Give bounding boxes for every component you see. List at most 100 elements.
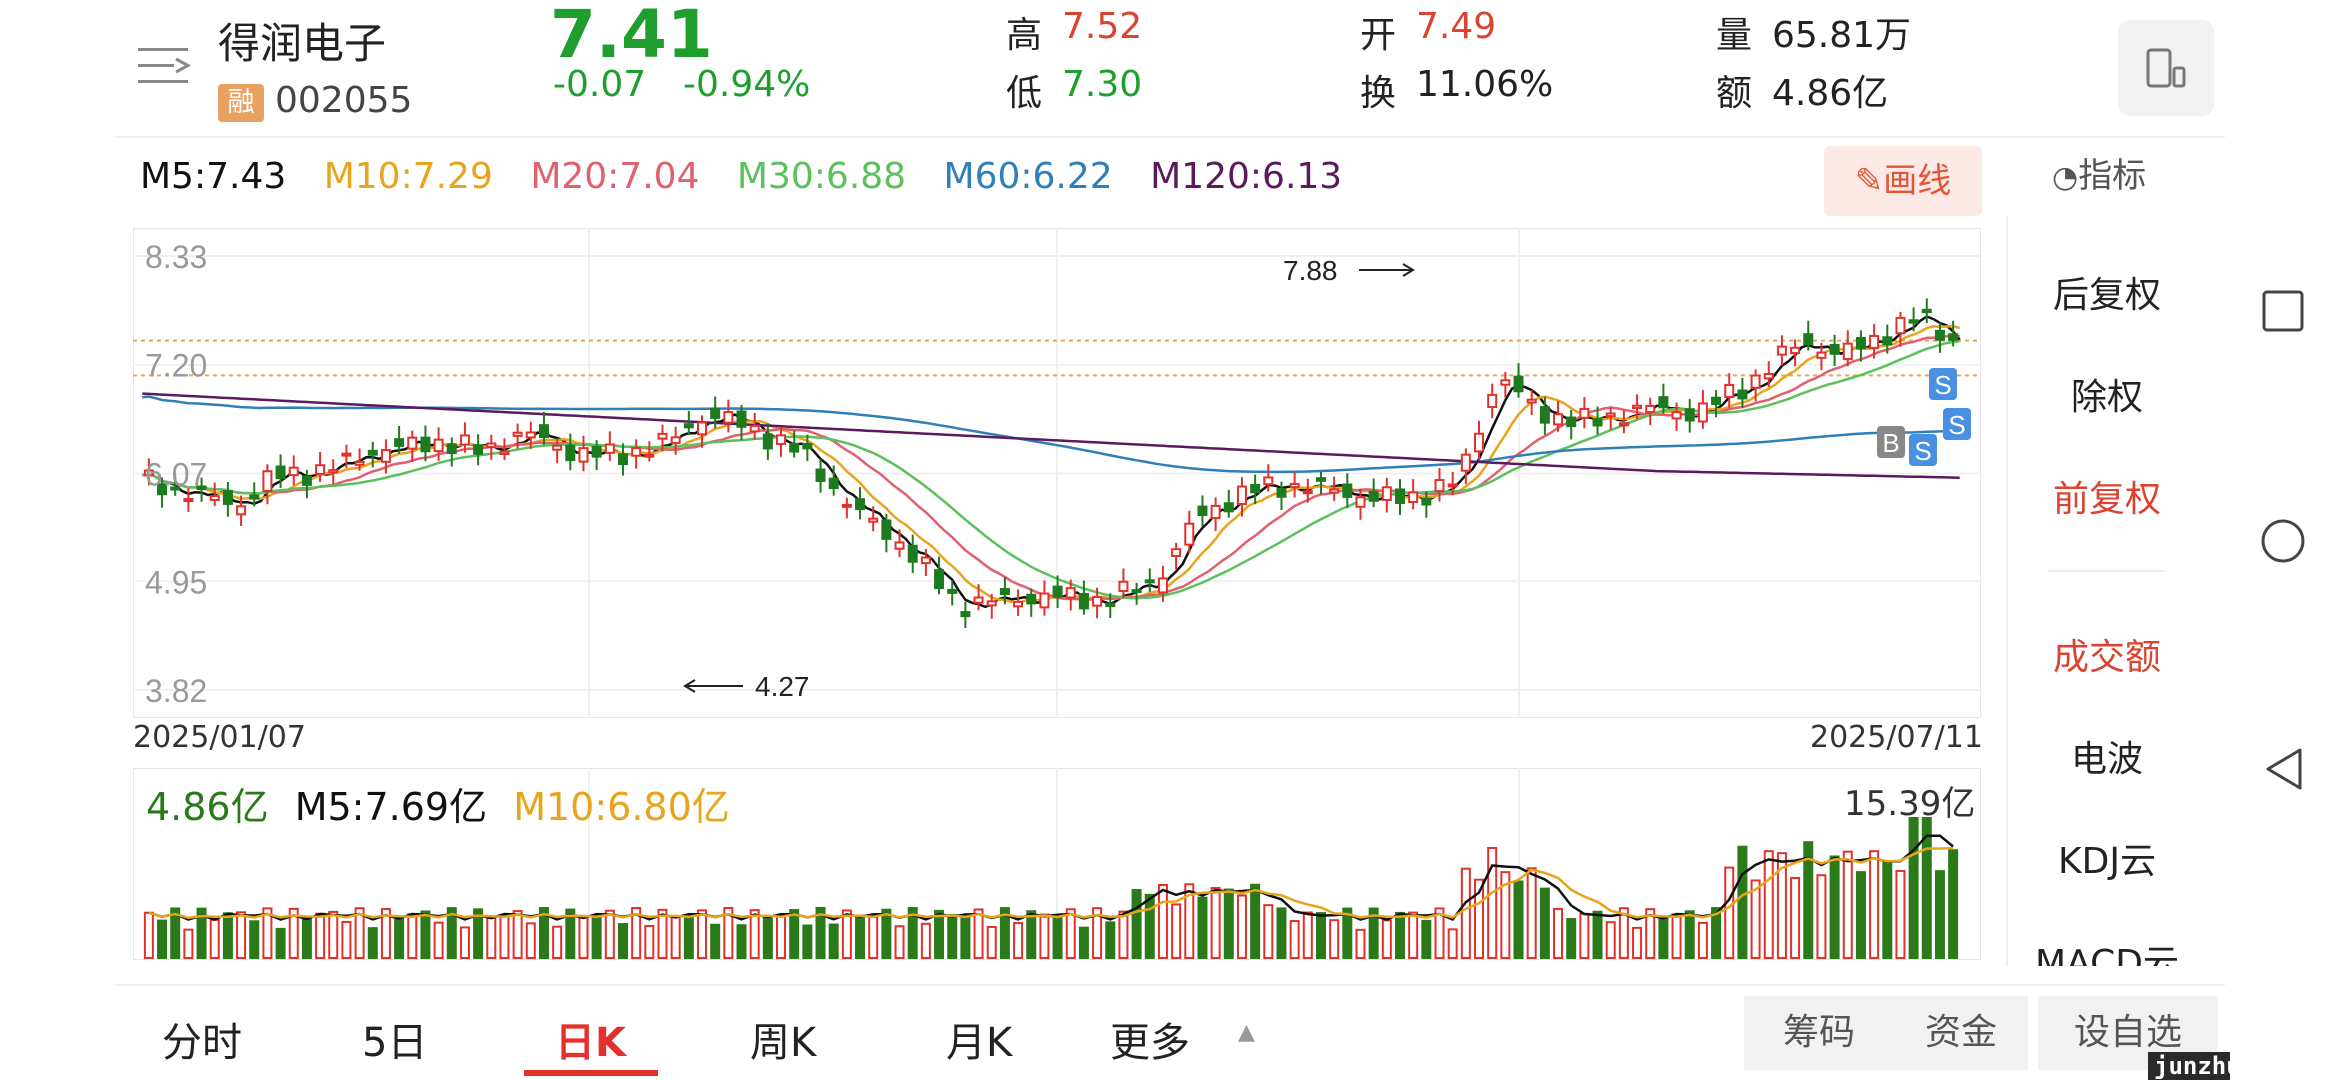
- volume-bar: [1105, 921, 1116, 959]
- candle-body: [1487, 393, 1498, 409]
- volume-bar: [1895, 869, 1906, 959]
- rp-item-macd-cloud[interactable]: MACD云: [2035, 943, 2179, 966]
- candle-body: [1144, 579, 1155, 584]
- volume-ma-lines: [148, 834, 1954, 922]
- volume-bar: [1908, 817, 1919, 959]
- recents-square-icon[interactable]: [2262, 290, 2304, 332]
- volume-bar: [1078, 926, 1089, 959]
- caret-up-icon[interactable]: ▲: [1238, 1020, 1255, 1045]
- volume-bar: [1092, 907, 1103, 959]
- volume-bar: [1869, 850, 1880, 959]
- trade-marker-label: S: [1934, 370, 1951, 400]
- funds-button[interactable]: 资金: [1894, 996, 2028, 1070]
- trade-marker: [1909, 434, 1937, 466]
- candle-body: [407, 436, 418, 450]
- candle-body: [1131, 589, 1142, 594]
- candle-body: [315, 464, 326, 475]
- menu-icon[interactable]: [138, 44, 192, 90]
- amount-label: 额: [1716, 73, 1753, 114]
- candle-body: [617, 453, 628, 466]
- volume-bar: [1276, 907, 1287, 959]
- home-circle-icon[interactable]: [2260, 518, 2306, 564]
- volume-bar: [1013, 922, 1024, 959]
- tab-active-indicator: [524, 1070, 658, 1076]
- candle-body: [1803, 333, 1814, 346]
- candle-body: [578, 447, 589, 463]
- candle-body: [1869, 334, 1880, 349]
- stock-name: 得润电子: [218, 19, 387, 68]
- volume-bar: [565, 908, 576, 960]
- chips-button[interactable]: 筹码: [1744, 996, 1894, 1070]
- volume-bar: [1289, 920, 1300, 960]
- volume-bar: [1671, 913, 1682, 960]
- volume-bar: [170, 907, 181, 959]
- high-arrow: [1359, 263, 1415, 277]
- rp-item-kdj-cloud[interactable]: KDJ云: [2058, 841, 2156, 882]
- volume-bar: [222, 912, 233, 959]
- candle-body: [591, 445, 602, 458]
- volume-bar: [591, 914, 602, 959]
- volume-bars: [143, 817, 1959, 960]
- volume-bar: [1803, 841, 1814, 959]
- rp-item-ex-rights[interactable]: 除权: [2070, 377, 2143, 418]
- indicator-button[interactable]: ◔指标: [2052, 148, 2146, 197]
- volume-bar: [1737, 845, 1748, 959]
- candle-body: [433, 438, 444, 453]
- candle-body: [1776, 345, 1787, 356]
- volume-bar: [1487, 847, 1498, 959]
- candle-body: [301, 475, 312, 486]
- volume-bar: [1711, 907, 1722, 960]
- tab-daily-k[interactable]: 日K: [555, 1020, 626, 1066]
- volume-bar: [1526, 867, 1537, 959]
- tab-intraday[interactable]: 分时: [162, 1020, 242, 1066]
- volume-m5: M5:7.69亿: [294, 785, 488, 829]
- open-value: 7.49: [1416, 6, 1497, 47]
- volume-bar: [1855, 871, 1866, 959]
- ma60-label: M60:6.22: [943, 156, 1113, 197]
- draw-line-button[interactable]: ✎画线: [1824, 146, 1982, 216]
- volume-bar: [960, 916, 971, 960]
- candle-body: [1737, 389, 1748, 400]
- candle-body: [776, 434, 787, 445]
- candle-body: [868, 517, 879, 523]
- candle-body: [881, 519, 892, 540]
- candle-body: [683, 423, 694, 429]
- tab-more[interactable]: 更多: [1110, 1020, 1190, 1066]
- volume-ma5-line: [148, 834, 1954, 922]
- rp-item-turnover-amount[interactable]: 成交额: [2052, 637, 2161, 678]
- rp-divider: [2048, 570, 2166, 572]
- candle-body: [1092, 595, 1103, 607]
- volume-bar: [1605, 921, 1616, 960]
- rp-item-post-adjusted[interactable]: 后复权: [2052, 275, 2161, 316]
- volume-bar: [1171, 903, 1182, 959]
- tab-5day[interactable]: 5日: [362, 1020, 428, 1066]
- back-triangle-icon[interactable]: [2262, 746, 2304, 792]
- candle-body: [960, 611, 971, 618]
- kline-chart[interactable]: B SSS 8.337.206.074.953.827.884.27: [133, 228, 1981, 718]
- candle-body: [934, 569, 945, 590]
- candle-body: [1474, 432, 1485, 453]
- phone-rotate-icon: [2146, 48, 2186, 88]
- volume-bar: [1447, 928, 1458, 960]
- tab-weekly-k[interactable]: 周K: [750, 1020, 817, 1066]
- candle-body: [710, 407, 721, 419]
- tab-monthly-k[interactable]: 月K: [946, 1020, 1013, 1066]
- landscape-toggle-button[interactable]: [2118, 20, 2214, 116]
- rp-item-pre-adjusted[interactable]: 前复权: [2052, 479, 2161, 520]
- candle-body: [1210, 504, 1221, 520]
- volume-bar: [907, 907, 918, 960]
- candle-body: [1829, 343, 1840, 355]
- candle-body: [1118, 580, 1129, 593]
- header-divider: [115, 136, 2225, 138]
- high-label: 高: [1006, 15, 1043, 56]
- volume-bar: [1065, 908, 1076, 959]
- rp-item-wave[interactable]: 电波: [2070, 739, 2143, 780]
- volume-chart[interactable]: [133, 768, 1981, 960]
- volume-bar: [1566, 918, 1577, 959]
- candle-body: [183, 498, 194, 503]
- volume-bar: [249, 920, 260, 960]
- volume-bar: [525, 922, 536, 960]
- candle-body: [1329, 488, 1340, 494]
- volume-bar: [973, 908, 984, 959]
- high-value: 7.52: [1062, 6, 1143, 47]
